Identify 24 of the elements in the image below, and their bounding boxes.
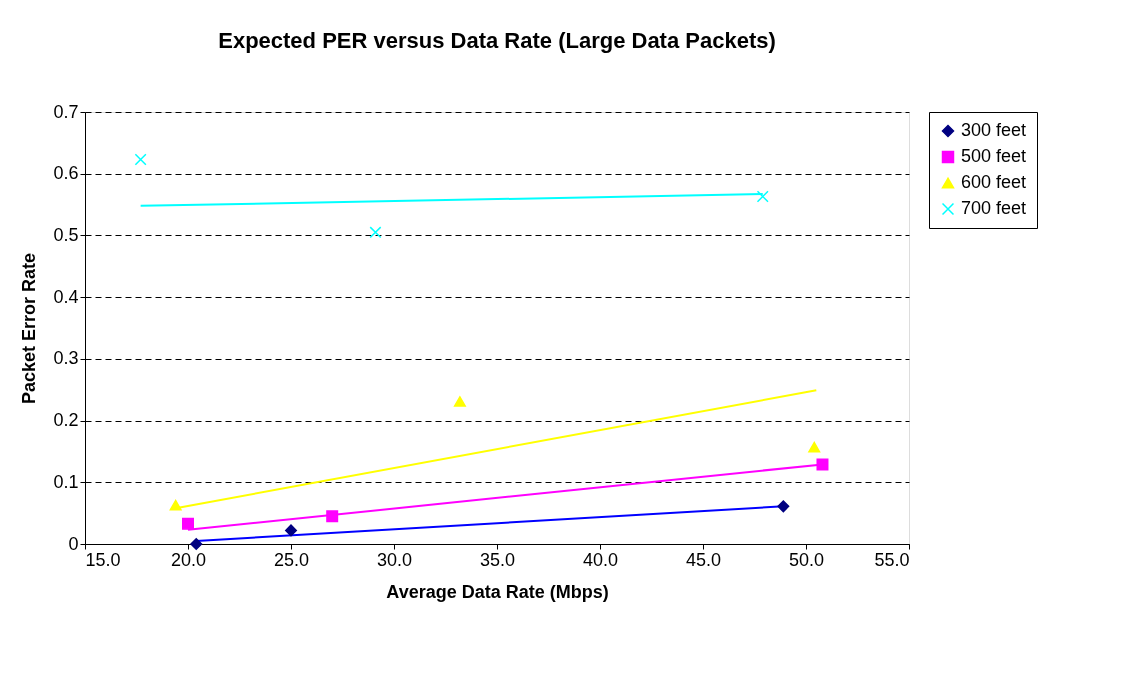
x-tick-label: 45.0 [685, 549, 722, 570]
legend-label: 500 feet [961, 146, 1027, 166]
y-axis-title: Packet Error Rate [19, 252, 40, 405]
x-tick-label: 35.0 [479, 549, 516, 570]
y-tick-label: 0.4 [53, 286, 79, 307]
y-tick-label: 0.1 [53, 471, 79, 492]
legend-label: 300 feet [961, 120, 1027, 140]
x-tick-label: 55.0 [874, 549, 910, 570]
legend-label: 700 feet [961, 198, 1027, 218]
y-tick-label: 0.7 [53, 101, 79, 122]
y-tick-label: 0.6 [53, 163, 79, 184]
x-tick-label: 15.0 [85, 549, 121, 570]
x-tick-label: 20.0 [170, 549, 207, 570]
x-axis-title: Average Data Rate (Mbps) [386, 581, 609, 602]
y-tick-label: 0.2 [53, 410, 79, 431]
x-tick-label: 40.0 [582, 549, 619, 570]
chart-title: Expected PER versus Data Rate (Large Data Packets) [218, 28, 776, 53]
legend-label: 600 feet [961, 172, 1027, 192]
y-tick-label: 0.5 [53, 224, 79, 245]
x-tick-label: 25.0 [273, 549, 310, 570]
x-tick-label: 30.0 [376, 549, 413, 570]
y-tick-label: 0.3 [53, 348, 79, 369]
y-tick-label: 0 [68, 533, 79, 554]
x-tick-label: 50.0 [788, 549, 825, 570]
